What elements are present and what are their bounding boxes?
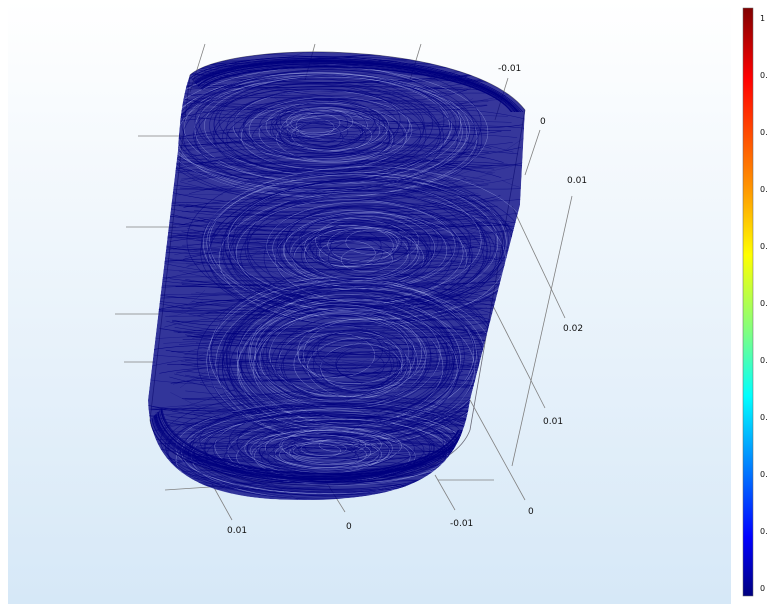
color-bar-tick-label: 0. [760, 413, 768, 422]
tick-depth-top-2: 0 [540, 117, 546, 127]
color-bar-tick-label: 0 [760, 584, 765, 593]
color-bar-tick-label: 0. [760, 128, 768, 137]
color-bar-tick-label: 0. [760, 242, 768, 251]
tick-bottom-3: -0.01 [450, 519, 473, 529]
color-bar-tick-label: 1 [760, 14, 765, 23]
color-bar-tick-label: 0. [760, 470, 768, 479]
axis-lines [115, 43, 573, 521]
tick-depth-right-3: 0 [528, 507, 534, 517]
color-bar-tick-label: 0. [760, 185, 768, 194]
color-bar-ticks: 1 0. 0. 0. 0. 0. 0. 0. 0. 0. 0 [760, 14, 768, 593]
color-bar-tick-label: 0. [760, 71, 768, 80]
tick-depth-right-1: 0.02 [563, 324, 583, 334]
color-bar [742, 7, 754, 597]
tick-bottom-1: 0.01 [227, 526, 247, 536]
color-bar-tick-label: 0. [760, 356, 768, 365]
axis-tick-labels: -0.01 0 0.01 0.02 0.01 0 0.01 0 -0.01 [227, 64, 587, 536]
tick-depth-right-2: 0.01 [543, 417, 563, 427]
color-legend: 1 0. 0. 0. 0. 0. 0. 0. 0. 0. 0 [731, 0, 769, 604]
streamline-plot[interactable]: -0.01 0 0.01 0.02 0.01 0 0.01 0 -0.01 [8, 0, 731, 604]
tick-depth-top-1: -0.01 [498, 64, 521, 74]
tick-bottom-2: 0 [346, 522, 352, 532]
tick-depth-top-3: 0.01 [567, 176, 587, 186]
color-bar-tick-label: 0. [760, 527, 768, 536]
color-bar-tick-label: 0. [760, 299, 768, 308]
